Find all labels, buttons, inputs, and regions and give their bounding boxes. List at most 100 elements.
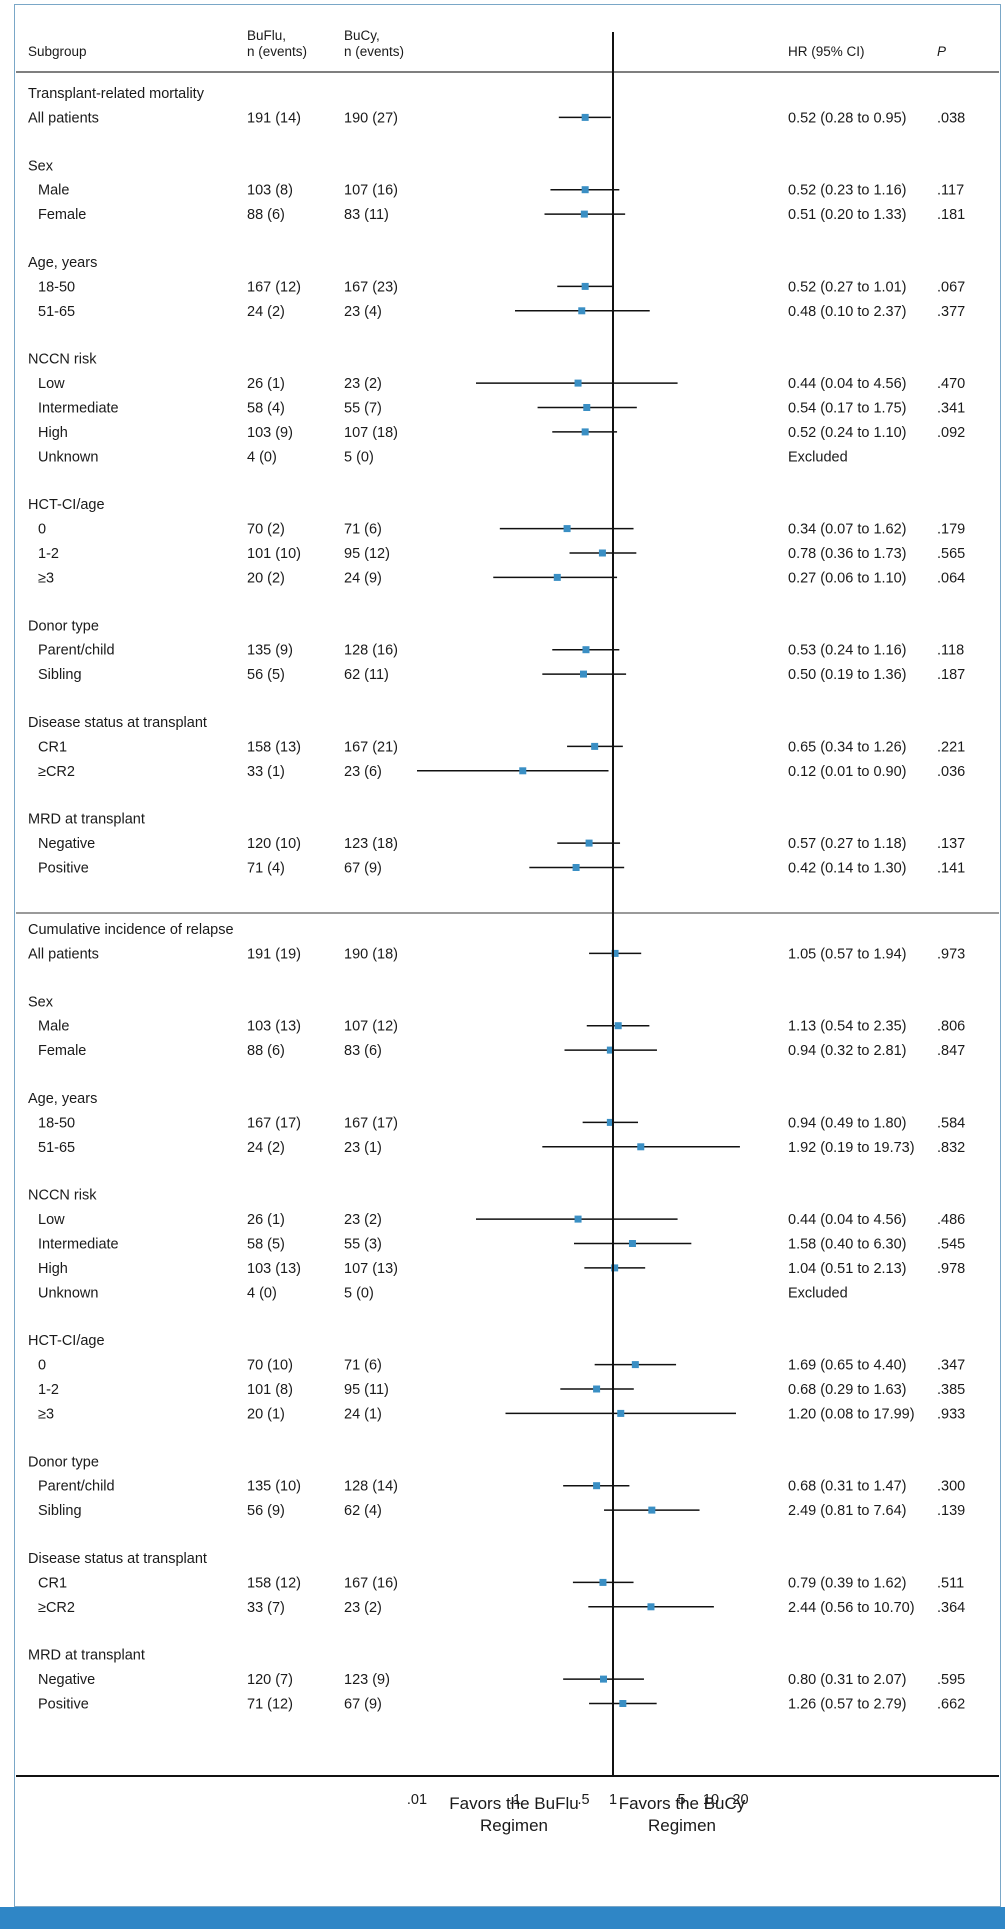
row-label: 18-50 <box>38 279 75 295</box>
row-p-value: .545 <box>937 1237 965 1253</box>
row-label: ≥3 <box>38 570 54 586</box>
row-hr-text: 0.79 (0.39 to 1.62) <box>788 1575 907 1591</box>
row-p-value: .584 <box>937 1115 965 1131</box>
row-hr-text: 0.34 (0.07 to 1.62) <box>788 522 907 538</box>
row-buflu-n: 101 (10) <box>247 546 301 562</box>
row-hr-text: 0.12 (0.01 to 0.90) <box>788 764 907 780</box>
row-bucy-n: 71 (6) <box>344 522 382 538</box>
header-bucy-line2: n (events) <box>344 44 404 59</box>
group-title: NCCN risk <box>28 1188 97 1204</box>
row-bucy-n: 23 (2) <box>344 1212 382 1228</box>
group-title: MRD at transplant <box>28 1648 145 1664</box>
row-bucy-n: 5 (0) <box>344 1285 374 1301</box>
x-tick-label: 5 <box>677 1792 685 1808</box>
row-hr-text: 0.94 (0.32 to 2.81) <box>788 1043 907 1059</box>
hr-point <box>582 646 590 654</box>
row-buflu-n: 191 (14) <box>247 110 301 126</box>
row-hr-text: 0.65 (0.34 to 1.26) <box>788 739 907 755</box>
row-hr-text: 1.05 (0.57 to 1.94) <box>788 946 907 962</box>
row-hr-text: 0.48 (0.10 to 2.37) <box>788 304 907 320</box>
row-p-value: .181 <box>937 207 965 223</box>
row-p-value: .300 <box>937 1479 965 1495</box>
hr-point <box>614 1022 622 1030</box>
row-hr-text: 0.52 (0.27 to 1.01) <box>788 279 907 295</box>
row-label: Sibling <box>38 1503 82 1519</box>
hr-point <box>583 404 591 411</box>
row-bucy-n: 123 (18) <box>344 836 398 852</box>
hr-point <box>606 1118 614 1126</box>
row-p-value: .662 <box>937 1697 965 1713</box>
hr-point <box>606 1046 614 1054</box>
figure-frame <box>14 4 1001 1907</box>
row-label: All patients <box>28 946 99 962</box>
row-label: ≥CR2 <box>38 764 75 780</box>
row-bucy-n: 24 (9) <box>344 570 382 586</box>
row-p-value: .832 <box>937 1140 965 1156</box>
row-bucy-n: 107 (18) <box>344 425 398 441</box>
row-label: Low <box>38 1212 65 1228</box>
group-title: Sex <box>28 994 54 1010</box>
row-hr-text: 1.26 (0.57 to 2.79) <box>788 1697 907 1713</box>
row-buflu-n: 120 (10) <box>247 836 301 852</box>
row-buflu-n: 158 (12) <box>247 1575 301 1591</box>
row-p-value: .139 <box>937 1503 965 1519</box>
row-buflu-n: 24 (2) <box>247 304 285 320</box>
row-label: Intermediate <box>38 1237 119 1253</box>
row-bucy-n: 128 (14) <box>344 1479 398 1495</box>
row-buflu-n: 120 (7) <box>247 1672 293 1688</box>
row-bucy-n: 62 (11) <box>344 667 389 683</box>
hr-point <box>563 525 571 533</box>
hr-point <box>581 186 589 194</box>
row-p-value: .221 <box>937 739 965 755</box>
group-title: Disease status at transplant <box>28 1551 207 1567</box>
row-label: Positive <box>38 861 89 877</box>
row-buflu-n: 24 (2) <box>247 1140 285 1156</box>
header-bucy-line1: BuCy, <box>344 28 380 43</box>
row-bucy-n: 23 (2) <box>344 376 382 392</box>
row-buflu-n: 103 (13) <box>247 1019 301 1035</box>
row-p-value: .187 <box>937 667 965 683</box>
x-tick-label: 20 <box>732 1792 748 1808</box>
row-hr-text: 0.52 (0.23 to 1.16) <box>788 183 907 199</box>
hr-point <box>591 742 599 750</box>
row-p-value: .117 <box>937 183 964 199</box>
hr-point <box>553 573 561 581</box>
group-title: Age, years <box>28 255 97 271</box>
row-buflu-n: 4 (0) <box>247 449 277 465</box>
row-hr-text: 1.20 (0.08 to 17.99) <box>788 1406 915 1422</box>
row-hr-text: 2.49 (0.81 to 7.64) <box>788 1503 907 1519</box>
row-bucy-n: 167 (21) <box>344 739 398 755</box>
hr-point <box>578 307 586 315</box>
hr-point <box>593 1385 601 1393</box>
header-buflu-line1: BuFlu, <box>247 28 286 43</box>
hr-point <box>631 1361 639 1369</box>
hr-point <box>585 839 593 847</box>
row-p-value: .118 <box>937 643 964 659</box>
row-bucy-n: 67 (9) <box>344 1697 382 1713</box>
row-hr-text: 1.92 (0.19 to 19.73) <box>788 1140 915 1156</box>
x-tick-label: 1 <box>609 1792 617 1808</box>
row-label: Unknown <box>38 1285 98 1301</box>
row-p-value: .038 <box>937 110 965 126</box>
group-title: Donor type <box>28 618 99 634</box>
row-buflu-n: 167 (17) <box>247 1115 301 1131</box>
row-label: ≥3 <box>38 1406 54 1422</box>
row-hr-text: Excluded <box>788 449 848 465</box>
row-hr-text: 0.68 (0.31 to 1.47) <box>788 1479 907 1495</box>
row-buflu-n: 71 (12) <box>247 1697 293 1713</box>
row-hr-text: 0.57 (0.27 to 1.18) <box>788 836 907 852</box>
row-p-value: .036 <box>937 764 965 780</box>
x-tick-label: .5 <box>577 1792 589 1808</box>
group-title: Disease status at transplant <box>28 715 207 731</box>
row-hr-text: 1.69 (0.65 to 4.40) <box>788 1358 907 1374</box>
row-bucy-n: 5 (0) <box>344 449 374 465</box>
row-bucy-n: 24 (1) <box>344 1406 382 1422</box>
row-label: 0 <box>38 1358 46 1374</box>
row-bucy-n: 95 (12) <box>344 546 390 562</box>
row-label: Positive <box>38 1697 89 1713</box>
group-title: Sex <box>28 158 54 174</box>
hr-point <box>574 1215 582 1223</box>
hr-point <box>519 767 527 775</box>
row-bucy-n: 67 (9) <box>344 861 382 877</box>
row-hr-text: 0.50 (0.19 to 1.36) <box>788 667 907 683</box>
